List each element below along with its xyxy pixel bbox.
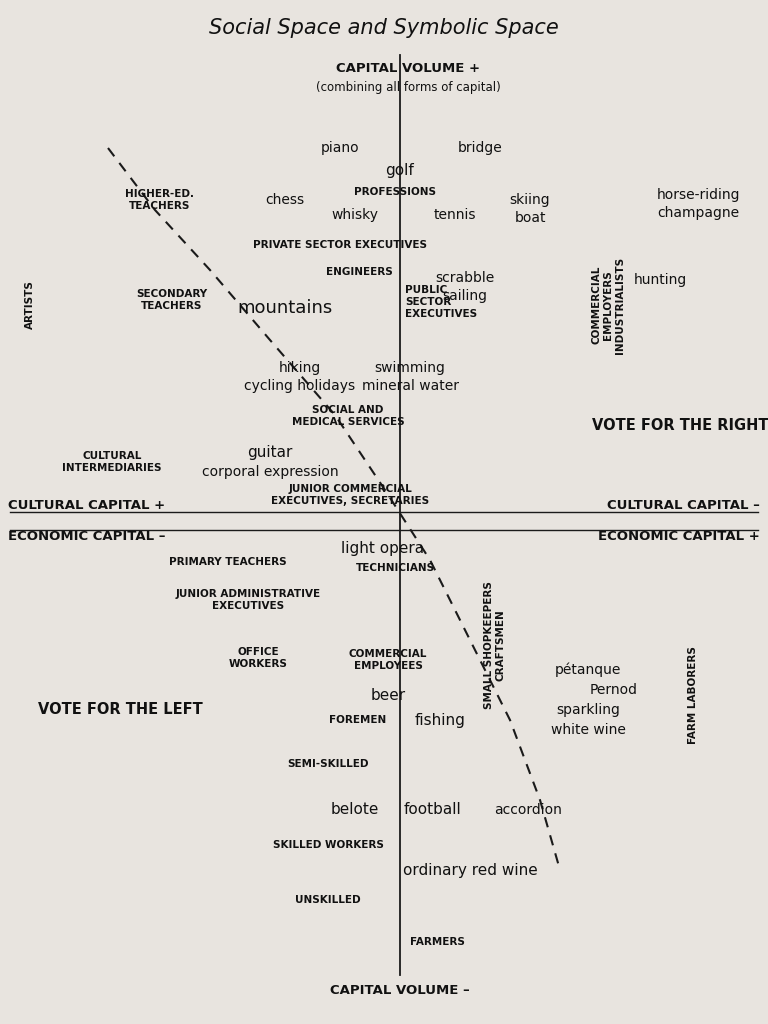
Text: SEMI-SKILLED: SEMI-SKILLED	[287, 759, 369, 769]
Text: sailing: sailing	[442, 289, 488, 303]
Text: skiing: skiing	[510, 193, 551, 207]
Text: PUBLIC
SECTOR
EXECUTIVES: PUBLIC SECTOR EXECUTIVES	[405, 286, 477, 318]
Text: CAPITAL VOLUME +: CAPITAL VOLUME +	[336, 61, 480, 75]
Text: beer: beer	[370, 687, 406, 702]
Text: cycling holidays: cycling holidays	[244, 379, 356, 393]
Text: VOTE FOR THE RIGHT: VOTE FOR THE RIGHT	[592, 418, 768, 432]
Text: guitar: guitar	[247, 444, 293, 460]
Text: FARM LABORERS: FARM LABORERS	[688, 646, 698, 744]
Text: belote: belote	[331, 803, 379, 817]
Text: JUNIOR ADMINISTRATIVE
EXECUTIVES: JUNIOR ADMINISTRATIVE EXECUTIVES	[175, 589, 320, 610]
Text: golf: golf	[386, 163, 415, 177]
Text: whisky: whisky	[332, 208, 379, 222]
Text: mountains: mountains	[237, 299, 333, 317]
Text: piano: piano	[321, 141, 359, 155]
Text: fishing: fishing	[415, 713, 466, 727]
Text: CULTURAL CAPITAL +: CULTURAL CAPITAL +	[8, 499, 165, 512]
Text: SOCIAL AND
MEDICAL SERVICES: SOCIAL AND MEDICAL SERVICES	[292, 406, 404, 427]
Text: CULTURAL CAPITAL –: CULTURAL CAPITAL –	[607, 499, 760, 512]
Text: corporal expression: corporal expression	[202, 465, 339, 479]
Text: COMMERCIAL
EMPLOYEES: COMMERCIAL EMPLOYEES	[349, 649, 427, 671]
Text: white wine: white wine	[551, 723, 625, 737]
Text: mineral water: mineral water	[362, 379, 458, 393]
Text: TECHNICIANS: TECHNICIANS	[356, 563, 435, 573]
Text: HIGHER-ED.
TEACHERS: HIGHER-ED. TEACHERS	[125, 189, 194, 211]
Text: VOTE FOR THE LEFT: VOTE FOR THE LEFT	[38, 702, 203, 718]
Text: Pernod: Pernod	[590, 683, 638, 697]
Text: CULTURAL
INTERMEDIARIES: CULTURAL INTERMEDIARIES	[62, 452, 162, 473]
Text: light opera: light opera	[342, 541, 425, 555]
Text: PRIVATE SECTOR EXECUTIVES: PRIVATE SECTOR EXECUTIVES	[253, 240, 427, 250]
Text: tennis: tennis	[434, 208, 476, 222]
Text: ARTISTS: ARTISTS	[25, 281, 35, 330]
Text: ordinary red wine: ordinary red wine	[402, 862, 538, 878]
Text: scrabble: scrabble	[435, 271, 495, 285]
Text: UNSKILLED: UNSKILLED	[295, 895, 361, 905]
Text: PRIMARY TEACHERS: PRIMARY TEACHERS	[169, 557, 286, 567]
Text: CAPITAL VOLUME –: CAPITAL VOLUME –	[330, 983, 470, 996]
Text: swimming: swimming	[375, 361, 445, 375]
Text: pétanque: pétanque	[554, 663, 621, 677]
Text: horse-riding: horse-riding	[656, 188, 740, 202]
Text: champagne: champagne	[657, 206, 739, 220]
Text: Social Space and Symbolic Space: Social Space and Symbolic Space	[209, 18, 559, 38]
Text: OFFICE
WORKERS: OFFICE WORKERS	[229, 647, 287, 669]
Text: chess: chess	[266, 193, 305, 207]
Text: COMMERCIAL
EMPLOYERS
INDUSTRIALISTS: COMMERCIAL EMPLOYERS INDUSTRIALISTS	[591, 256, 624, 353]
Text: (combining all forms of capital): (combining all forms of capital)	[316, 82, 501, 94]
Text: SMALL SHOPKEEPERS
CRAFTSMEN: SMALL SHOPKEEPERS CRAFTSMEN	[484, 581, 506, 709]
Text: accordion: accordion	[494, 803, 562, 817]
Text: ECONOMIC CAPITAL +: ECONOMIC CAPITAL +	[598, 530, 760, 543]
Text: PROFESSIONS: PROFESSIONS	[354, 187, 436, 197]
Text: boat: boat	[515, 211, 546, 225]
Text: sparkling: sparkling	[556, 703, 620, 717]
Text: ECONOMIC CAPITAL –: ECONOMIC CAPITAL –	[8, 530, 165, 543]
Text: football: football	[403, 803, 461, 817]
Text: hunting: hunting	[634, 273, 687, 287]
Text: bridge: bridge	[458, 141, 502, 155]
Text: hiking: hiking	[279, 361, 321, 375]
Text: ENGINEERS: ENGINEERS	[326, 267, 393, 278]
Text: SECONDARY
TEACHERS: SECONDARY TEACHERS	[137, 289, 207, 311]
Text: FOREMEN: FOREMEN	[329, 715, 386, 725]
Text: SKILLED WORKERS: SKILLED WORKERS	[273, 840, 383, 850]
Text: JUNIOR COMMERCIAL
EXECUTIVES, SECRETARIES: JUNIOR COMMERCIAL EXECUTIVES, SECRETARIE…	[271, 484, 429, 506]
Text: FARMERS: FARMERS	[410, 937, 465, 947]
